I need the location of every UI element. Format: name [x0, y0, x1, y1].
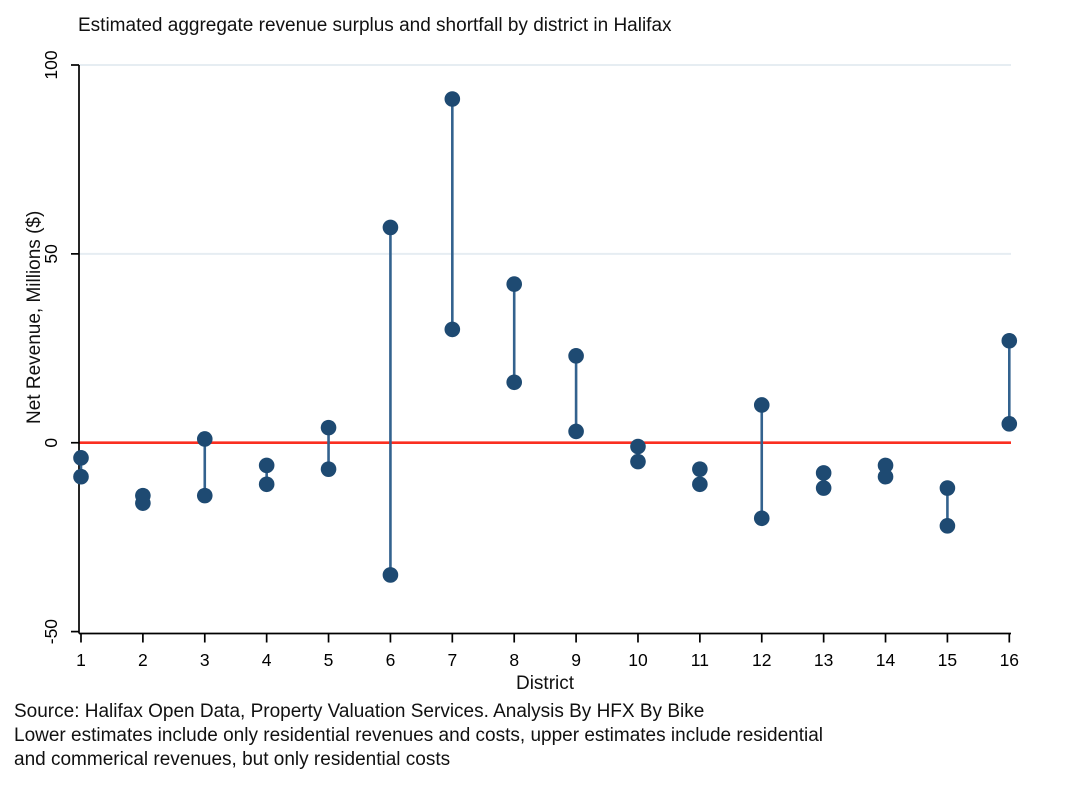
data-point-upper [753, 397, 770, 413]
data-point-lower [815, 480, 832, 496]
chart-title: Estimated aggregate revenue surplus and … [78, 15, 672, 36]
data-point-upper [196, 431, 213, 447]
data-point-upper [815, 465, 832, 481]
data-point-upper [939, 480, 956, 496]
data-point-lower [1001, 416, 1018, 432]
x-tick-label: 10 [628, 650, 648, 670]
data-point-lower [196, 487, 213, 504]
x-tick-label: 6 [386, 650, 396, 670]
data-point-lower [382, 567, 399, 583]
x-tick-label: 13 [814, 650, 833, 670]
data-point-lower [73, 468, 89, 485]
source-line-1: Source: Halifax Open Data, Property Valu… [14, 701, 705, 722]
data-point-lower [753, 510, 770, 527]
y-tick-label: 0 [41, 438, 61, 448]
data-point-lower [444, 321, 461, 338]
x-tick-label: 9 [571, 650, 581, 670]
data-point-lower [630, 453, 646, 470]
data-point-lower [506, 374, 523, 391]
data-point-upper [258, 457, 275, 474]
x-tick-label: 1 [76, 650, 86, 670]
x-tick-label: 8 [509, 650, 519, 670]
y-tick-label: -50 [41, 619, 61, 645]
x-tick-label: 2 [138, 650, 148, 670]
x-tick-label: 3 [200, 650, 210, 670]
data-point-lower [692, 476, 708, 493]
data-point-upper [444, 91, 461, 107]
data-point-lower [320, 461, 337, 477]
data-point-upper [692, 461, 708, 477]
y-tick-label: 50 [41, 244, 61, 264]
source-line-3: and commerical revenues, but only reside… [14, 749, 451, 770]
source-line-2: Lower estimates include only residential… [14, 725, 823, 746]
source-note: Source: Halifax Open Data, Property Valu… [14, 700, 823, 772]
data-point-upper [1001, 332, 1018, 349]
data-point-upper [382, 219, 399, 236]
data-point-upper [630, 438, 646, 455]
data-point-upper [568, 348, 584, 364]
x-tick-label: 5 [324, 650, 334, 670]
data-point-lower [258, 476, 275, 493]
x-tick-label: 12 [752, 650, 771, 670]
data-point-lower [939, 518, 956, 534]
x-tick-label: 7 [447, 650, 457, 670]
x-tick-label: 14 [876, 650, 896, 670]
x-axis-title: District [515, 673, 575, 694]
data-point-lower [135, 495, 151, 511]
data-point-lower [568, 423, 584, 440]
x-tick-label: 15 [938, 650, 957, 670]
x-tick-label: 4 [262, 650, 272, 670]
data-point-upper [73, 450, 89, 466]
data-point-upper [877, 457, 894, 474]
data-point-upper [506, 276, 523, 292]
x-tick-label: 16 [1000, 650, 1019, 670]
data-point-lower [877, 468, 894, 485]
x-tick-label: 11 [691, 650, 709, 670]
y-tick-label: 100 [41, 50, 61, 79]
data-point-upper [320, 419, 337, 436]
